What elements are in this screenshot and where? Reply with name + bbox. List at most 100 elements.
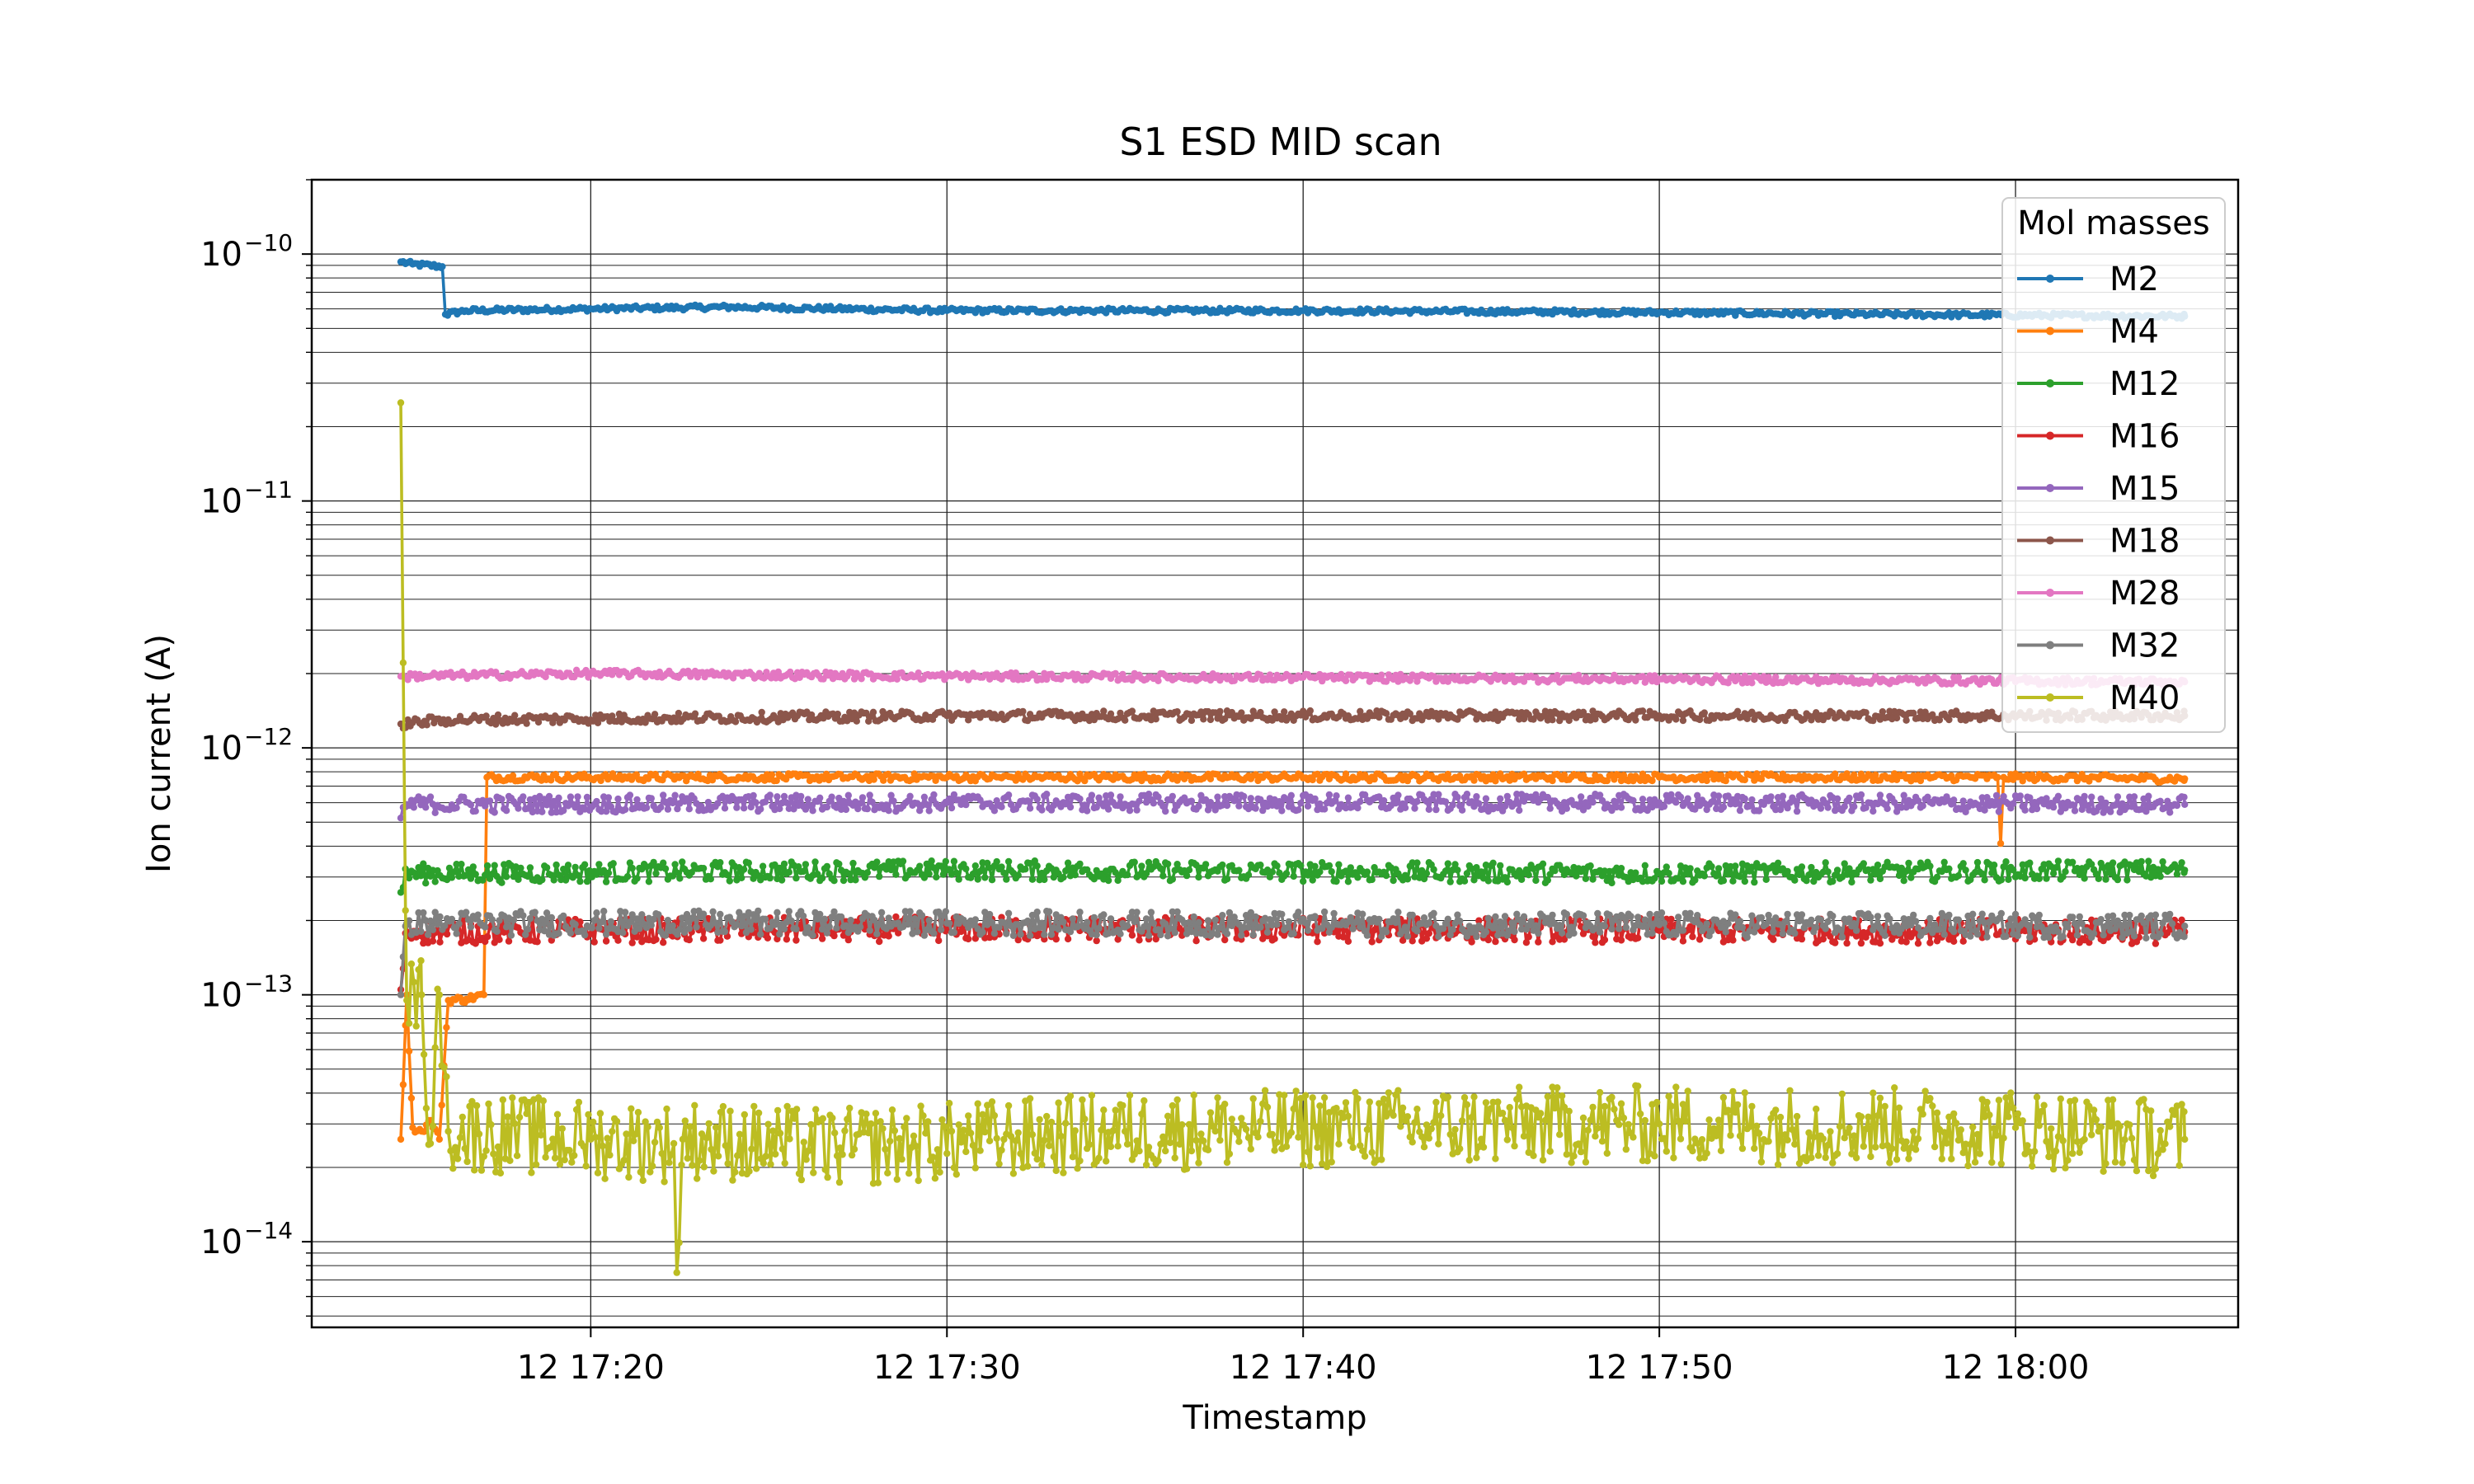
- data-point: [2033, 805, 2041, 813]
- data-point: [1696, 936, 1704, 943]
- data-point: [1100, 707, 1108, 715]
- data-point: [2114, 793, 2122, 801]
- data-point: [1639, 707, 1647, 715]
- data-point: [1000, 869, 1008, 877]
- data-point: [604, 794, 613, 801]
- data-point: [2005, 876, 2012, 884]
- data-point: [740, 866, 748, 873]
- data-point: [574, 793, 581, 801]
- data-point: [1257, 862, 1264, 869]
- data-point: [1689, 933, 1696, 941]
- data-point: [502, 873, 510, 881]
- data-point: [793, 937, 800, 944]
- data-point: [844, 936, 853, 944]
- data-point: [1665, 870, 1672, 877]
- data-point: [2173, 871, 2181, 878]
- data-point: [1900, 877, 1907, 885]
- data-point: [1240, 792, 1248, 801]
- data-point: [609, 860, 617, 867]
- data-point: [1511, 936, 1518, 944]
- data-point: [925, 870, 933, 878]
- data-point: [1933, 873, 1941, 881]
- data-point: [1287, 791, 1296, 799]
- data-point: [976, 867, 984, 876]
- data-point: [669, 799, 676, 807]
- data-point: [783, 936, 791, 943]
- data-point: [1478, 868, 1485, 876]
- data-point: [1413, 859, 1421, 866]
- data-point: [491, 809, 498, 816]
- data-point: [1997, 839, 2005, 848]
- data-point: [436, 938, 444, 946]
- data-point: [661, 865, 670, 872]
- data-point: [1708, 862, 1715, 871]
- data-point: [721, 805, 729, 812]
- data-point: [1157, 865, 1164, 872]
- data-point: [1535, 938, 1542, 946]
- data-point: [758, 708, 765, 716]
- data-point: [1463, 791, 1471, 798]
- data-point: [1484, 877, 1493, 885]
- data-point: [740, 805, 748, 812]
- data-point: [1195, 802, 1202, 810]
- data-point: [1380, 796, 1388, 805]
- data-point: [1066, 803, 1075, 811]
- data-point: [2102, 876, 2109, 883]
- data-point: [496, 936, 503, 943]
- data-point: [1741, 795, 1748, 803]
- data-point: [1344, 937, 1352, 946]
- data-point: [671, 861, 679, 868]
- data-point: [581, 861, 589, 868]
- data-point: [1004, 791, 1013, 799]
- data-point: [1945, 865, 1953, 873]
- data-point: [780, 860, 788, 868]
- data-point: [1497, 795, 1504, 802]
- data-point: [657, 804, 665, 811]
- data-point: [1162, 807, 1169, 815]
- data-point: [1708, 798, 1715, 805]
- data-point: [1435, 791, 1442, 798]
- data-point: [660, 791, 667, 799]
- data-point: [2049, 803, 2058, 811]
- data-point: [1219, 861, 1226, 869]
- data-point: [1344, 794, 1352, 801]
- data-point: [1278, 807, 1286, 815]
- data-point: [422, 880, 430, 887]
- data-point: [2043, 875, 2050, 882]
- data-point: [1060, 874, 1067, 881]
- data-point: [1851, 803, 1858, 810]
- data-point: [486, 797, 494, 805]
- data-point: [1959, 797, 1967, 805]
- data-point: [1123, 871, 1131, 879]
- data-point: [1577, 793, 1585, 801]
- grid: [312, 179, 2238, 1327]
- data-point: [2016, 792, 2024, 800]
- data-point: [483, 862, 492, 870]
- data-point: [472, 871, 479, 878]
- data-point: [920, 793, 929, 801]
- data-point: [928, 857, 935, 865]
- data-point: [1822, 859, 1829, 866]
- data-point: [974, 876, 981, 883]
- data-point: [726, 877, 733, 885]
- data-point: [1679, 716, 1687, 725]
- data-point: [621, 805, 629, 814]
- data-point: [738, 874, 745, 882]
- data-point: [1235, 866, 1243, 874]
- chart-title: S1 ESD MID scan: [1119, 120, 1442, 164]
- data-point: [906, 792, 914, 800]
- data-point: [438, 1101, 445, 1109]
- data-point: [793, 874, 800, 882]
- data-point: [651, 711, 659, 718]
- data-point: [2145, 792, 2152, 800]
- data-point: [1107, 791, 1115, 799]
- data-point: [1767, 793, 1775, 801]
- data-point: [2109, 859, 2117, 866]
- data-point: [1159, 872, 1167, 880]
- data-point: [774, 793, 781, 801]
- data-point: [876, 872, 883, 881]
- data-point: [675, 709, 683, 717]
- data-point: [1333, 877, 1340, 885]
- data-point: [480, 991, 487, 998]
- data-point: [892, 871, 900, 878]
